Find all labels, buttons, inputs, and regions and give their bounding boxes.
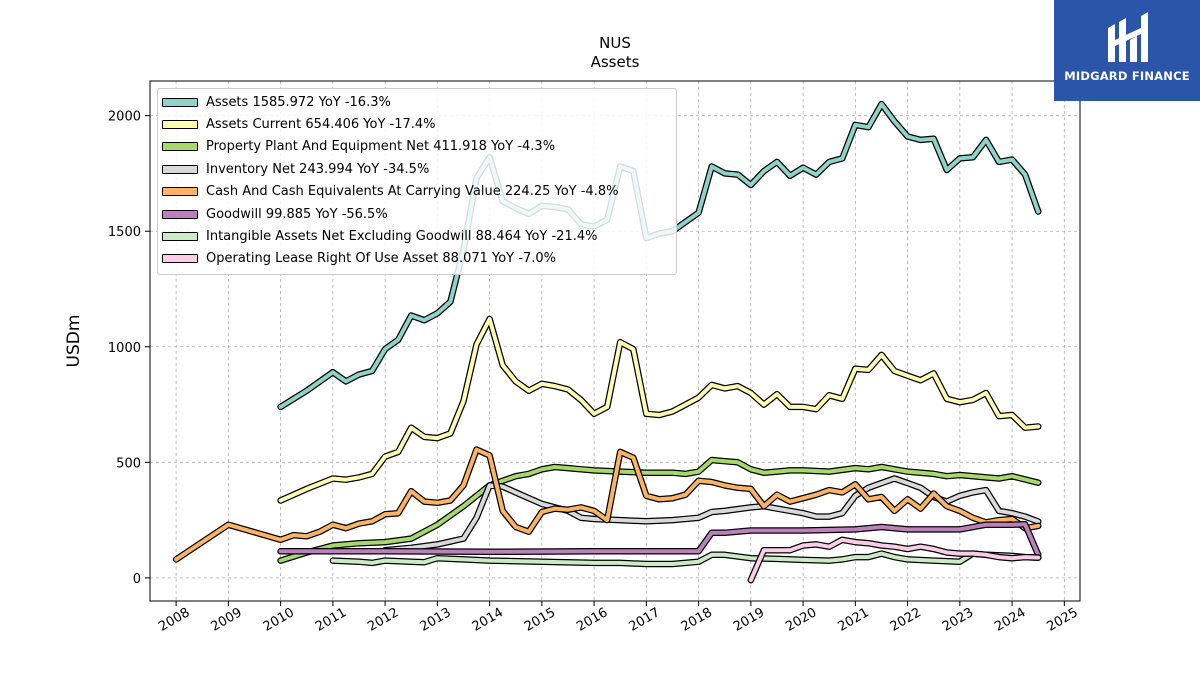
legend-swatch (162, 232, 198, 242)
legend-swatch (162, 209, 198, 219)
series-outline-4 (172, 446, 1042, 563)
legend-swatch (162, 142, 198, 152)
midgard-finance-logo: MIDGARD FINANCE (1054, 0, 1200, 101)
y-tick-label: 0 (133, 572, 141, 587)
legend-swatch (162, 254, 198, 264)
x-tick-label: 2016 (574, 605, 610, 635)
series-line-7 (748, 537, 1041, 583)
x-tick-label: 2017 (627, 605, 663, 635)
chart-title: NUS (599, 34, 631, 52)
x-tick-label: 2022 (888, 605, 924, 635)
x-tick-label: 2025 (1044, 605, 1080, 635)
legend-label: Assets Current 654.406 YoY -17.4% (206, 117, 436, 133)
x-tick-label: 2015 (522, 605, 558, 635)
legend-item: Intangible Assets Net Excluding Goodwill… (158, 225, 676, 247)
legend-label: Property Plant And Equipment Net 411.918… (206, 139, 556, 155)
series-line-1 (278, 317, 1041, 503)
x-tick-label: 2013 (418, 605, 454, 635)
x-tick-label: 2020 (783, 605, 819, 635)
x-tick-label: 2011 (313, 605, 349, 635)
chart-legend: Assets 1585.972 YoY -16.3% Assets Current… (157, 88, 677, 276)
legend-item: Operating Lease Right Of Use Asset 88.07… (158, 248, 676, 270)
x-tick-label: 2018 (679, 605, 715, 635)
legend-item: Inventory Net 243.994 YoY -34.5% (158, 158, 676, 180)
y-axis-label: USDm (64, 315, 84, 368)
y-tick-label: 1500 (108, 225, 141, 240)
legend-item: Goodwill 99.885 YoY -56.5% (158, 203, 676, 225)
legend-item: Cash And Cash Equivalents At Carrying Va… (158, 181, 676, 203)
x-tick-label: 2019 (731, 605, 767, 635)
legend-label: Inventory Net 243.994 YoY -34.5% (206, 161, 430, 177)
y-tick-label: 500 (116, 456, 141, 471)
y-tick-label: 1000 (108, 341, 141, 356)
x-tick-label: 2014 (470, 605, 506, 635)
legend-swatch (162, 120, 198, 130)
x-tick-label: 2021 (836, 605, 872, 635)
legend-swatch (162, 187, 198, 197)
y-tick-label: 2000 (108, 110, 141, 125)
legend-label: Assets 1585.972 YoY -16.3% (206, 94, 391, 110)
logo-text: MIDGARD FINANCE (1064, 69, 1190, 83)
legend-item: Property Plant And Equipment Net 411.918… (158, 136, 676, 158)
series-line-2 (278, 458, 1041, 563)
x-tick-label: 2010 (261, 605, 297, 635)
legend-item: Assets 1585.972 YoY -16.3% (158, 91, 676, 113)
x-tick-label: 2008 (156, 605, 192, 635)
x-tick-label: 2009 (209, 605, 245, 635)
x-tick-label: 2012 (365, 605, 401, 635)
series-line-6 (330, 551, 1041, 566)
x-tick-label: 2023 (940, 605, 976, 635)
legend-swatch (162, 164, 198, 174)
plot-frame (149, 80, 1081, 602)
chart-subtitle: Assets (590, 53, 640, 71)
series-line-5 (278, 522, 1041, 557)
legend-label: Goodwill 99.885 YoY -56.5% (206, 206, 388, 222)
logo-mark-icon (1108, 12, 1148, 62)
x-tick-label: 2024 (992, 605, 1028, 635)
legend-label: Intangible Assets Net Excluding Goodwill… (206, 229, 598, 245)
legend-swatch (162, 97, 198, 107)
series-line-4 (174, 447, 1041, 562)
legend-item: Assets Current 654.406 YoY -17.4% (158, 113, 676, 135)
legend-label: Cash And Cash Equivalents At Carrying Va… (206, 184, 619, 200)
legend-label: Operating Lease Right Of Use Asset 88.07… (206, 251, 556, 267)
